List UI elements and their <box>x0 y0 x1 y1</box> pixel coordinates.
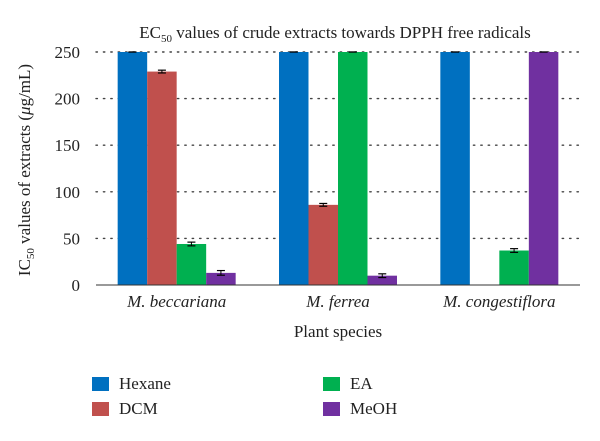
legend-label-meoh: MeOH <box>350 399 398 418</box>
bar-ea-3 <box>499 250 529 285</box>
chart: EC50 values of crude extracts towards DP… <box>15 23 581 341</box>
x-tick-label: M. ferrea <box>305 292 370 311</box>
y-tick-label: 0 <box>72 276 81 295</box>
error-bar <box>187 241 196 247</box>
error-bars <box>128 51 548 279</box>
y-tick-label: 50 <box>63 229 80 248</box>
y-tick-label: 150 <box>55 136 81 155</box>
legend-swatch-ea <box>323 377 340 391</box>
bar-hexane-1 <box>117 52 148 285</box>
error-bar <box>216 269 225 276</box>
legend-item-meoh: MeOH <box>323 399 397 419</box>
y-tick-label: 200 <box>55 90 81 109</box>
error-bar <box>157 69 166 74</box>
bar-hexane-2 <box>279 52 309 285</box>
y-axis-label: IC50 values of extracts (μg/mL) <box>15 64 37 276</box>
bars <box>117 52 559 286</box>
x-tick-label: M. congestiflora <box>442 292 555 311</box>
bar-ea-2 <box>338 52 368 285</box>
bar-dcm-1 <box>147 71 177 286</box>
bar-meoh-3 <box>528 52 559 285</box>
legend-item-hexane: Hexane <box>92 374 171 394</box>
bar-meoh-1 <box>206 272 236 285</box>
error-bar <box>510 248 519 253</box>
error-bar <box>319 202 328 207</box>
chart-title: EC50 values of crude extracts towards DP… <box>139 23 531 45</box>
legend: Hexane DCM EA MeOH <box>0 372 600 432</box>
bar-ea-1 <box>176 243 207 285</box>
legend-swatch-meoh <box>323 402 340 416</box>
x-tick-labels: M. beccariana M. ferrea M. congestiflora <box>126 292 555 311</box>
x-tick-label: M. beccariana <box>126 292 226 311</box>
legend-swatch-dcm <box>92 402 109 416</box>
legend-item-ea: EA <box>323 374 373 394</box>
bar-dcm-2 <box>308 204 338 285</box>
legend-swatch-hexane <box>92 377 109 391</box>
y-tick-label: 100 <box>55 183 81 202</box>
y-tick-label: 250 <box>55 43 81 62</box>
error-bar <box>378 273 387 279</box>
legend-label-ea: EA <box>350 374 373 393</box>
x-axis-label: Plant species <box>294 322 382 341</box>
y-tick-labels: 0 50 100 150 200 250 <box>55 43 81 295</box>
legend-item-dcm: DCM <box>92 399 158 419</box>
bar-hexane-3 <box>440 52 470 285</box>
legend-label-hexane: Hexane <box>119 374 171 393</box>
bar-meoh-2 <box>367 275 397 285</box>
legend-label-dcm: DCM <box>119 399 158 418</box>
